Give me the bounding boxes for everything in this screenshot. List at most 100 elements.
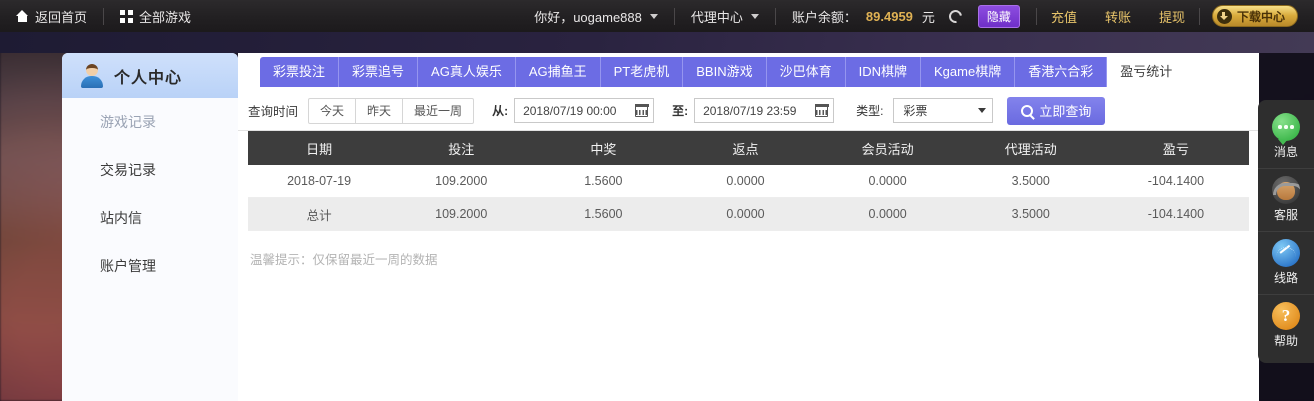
- cell-profit-loss: -104.1400: [1147, 207, 1205, 221]
- tab-bbin-games[interactable]: BBIN游戏: [683, 57, 767, 87]
- transfer-link[interactable]: 转账: [1104, 9, 1131, 25]
- date-to-value: 2018/07/19 23:59: [703, 103, 797, 118]
- divider: [1198, 7, 1200, 25]
- preset-yesterday[interactable]: 昨天: [356, 98, 404, 123]
- all-games-label: 全部游戏: [139, 9, 192, 25]
- gauge-line-icon: [1272, 239, 1300, 267]
- grid-icon: [120, 9, 134, 23]
- dock-item-label: 消息: [1273, 145, 1298, 159]
- user-greeting-label: 你好，uogame888: [534, 9, 642, 25]
- cell-member-activity: 0.0000: [868, 174, 907, 188]
- calendar-icon[interactable]: [814, 103, 829, 117]
- home-link[interactable]: 返回首页: [0, 0, 103, 32]
- sidebar-item-label: 交易记录: [100, 162, 156, 178]
- query-filter-bar: 查询时间 今天 昨天 最近一周 从: 2018/07/19 00:00 至: 2…: [238, 91, 1259, 131]
- table-row: 2018-07-19 109.2000 1.5600 0.0000 0.0000…: [248, 165, 1249, 198]
- right-floating-dock: 消息 客服 线路 ? 帮助: [1258, 100, 1314, 363]
- sidebar-item-label: 账户管理: [100, 258, 156, 274]
- tab-lottery-chase[interactable]: 彩票追号: [339, 57, 419, 87]
- balance-label: 账户余额：: [791, 9, 857, 25]
- preset-last-week[interactable]: 最近一周: [414, 103, 463, 118]
- dock-item-help[interactable]: ? 帮助: [1258, 295, 1314, 357]
- dock-item-messages[interactable]: 消息: [1258, 106, 1314, 169]
- tab-kgame-poker[interactable]: Kgame棋牌: [921, 57, 1016, 87]
- agent-center-label: 代理中心: [690, 9, 743, 25]
- cell-profit-loss: -104.1400: [1147, 174, 1205, 188]
- tab-saba-sports[interactable]: 沙巴体育: [766, 57, 846, 87]
- help-question-icon: ?: [1272, 302, 1300, 330]
- calendar-icon[interactable]: [634, 103, 649, 117]
- from-label: 从:: [492, 104, 509, 118]
- retention-tip-text: 温馨提示：仅保留最近一周的数据: [250, 253, 438, 267]
- balance-amount: 89.4959: [865, 8, 913, 24]
- cell-member-activity: 0.0000: [868, 207, 907, 221]
- sidebar-item-inbox[interactable]: 站内信: [62, 194, 238, 242]
- cell-win: 1.5600: [584, 174, 623, 188]
- all-games-link[interactable]: 全部游戏: [104, 0, 207, 32]
- dock-item-line[interactable]: 线路: [1258, 232, 1314, 295]
- search-icon: [1021, 104, 1034, 117]
- type-select[interactable]: 彩票: [893, 98, 994, 123]
- submit-query-button[interactable]: 立即查询: [1007, 96, 1106, 125]
- column-header-agent-activity: 代理活动: [1004, 141, 1057, 157]
- deposit-link[interactable]: 充值: [1050, 9, 1077, 25]
- download-arrow-icon: [1216, 8, 1232, 24]
- cell-rebate: 0.0000: [726, 174, 765, 188]
- date-from-input[interactable]: 2018/07/19 00:00: [514, 98, 655, 123]
- download-center-button[interactable]: 下载中心: [1211, 5, 1298, 27]
- divider: [673, 7, 675, 25]
- divider: [103, 7, 105, 25]
- dock-item-label: 客服: [1273, 208, 1298, 222]
- date-to-input[interactable]: 2018/07/19 23:59: [694, 98, 835, 123]
- type-label: 类型:: [856, 104, 884, 118]
- tab-profit-loss-statistics[interactable]: 盈亏统计: [1107, 57, 1186, 87]
- dock-item-label: 线路: [1273, 271, 1298, 285]
- chevron-down-icon: [649, 13, 658, 19]
- hide-balance-button[interactable]: 隐藏: [977, 4, 1020, 28]
- purple-accent-band: [0, 32, 1314, 53]
- refresh-icon[interactable]: [946, 6, 965, 26]
- cell-bet: 109.2000: [435, 207, 488, 221]
- cell-agent-activity: 3.5000: [1011, 174, 1050, 188]
- column-header-member-activity: 会员活动: [861, 141, 914, 157]
- tab-lottery-betting[interactable]: 彩票投注: [260, 57, 340, 87]
- withdraw-link[interactable]: 提现: [1158, 9, 1185, 25]
- date-from-value: 2018/07/19 00:00: [523, 103, 617, 118]
- tab-bar: 彩票投注 彩票追号 AG真人娱乐 AG捕鱼王 PT老虎机 BBIN游戏 沙巴体育…: [238, 53, 1259, 91]
- cell-bet: 109.2000: [435, 174, 488, 188]
- sidebar-item-game-records[interactable]: 游戏记录: [62, 98, 238, 146]
- tab-pt-slots[interactable]: PT老虎机: [600, 57, 684, 87]
- customer-service-icon: [1272, 176, 1300, 204]
- dock-item-customer-service[interactable]: 客服: [1258, 169, 1314, 232]
- column-header-bet: 投注: [448, 141, 475, 157]
- balance-unit: 元: [921, 9, 935, 25]
- to-label: 至:: [672, 104, 689, 118]
- top-navigation-bar: 返回首页 全部游戏 你好，uogame888 代理中心 账户余额： 89.495…: [0, 0, 1314, 32]
- divider: [774, 7, 776, 25]
- user-greeting-menu[interactable]: 你好，uogame888: [518, 0, 674, 32]
- sidebar-item-transaction-records[interactable]: 交易记录: [62, 146, 238, 194]
- tab-hk-mark-six[interactable]: 香港六合彩: [1015, 57, 1108, 87]
- table-row-total: 总计 109.2000 1.5600 0.0000 0.0000 3.5000 …: [248, 198, 1249, 231]
- sidebar-header: 个人中心: [62, 53, 238, 98]
- chevron-down-icon: [978, 108, 987, 113]
- query-time-label: 查询时间: [248, 105, 299, 119]
- tab-idn-poker[interactable]: IDN棋牌: [845, 57, 921, 87]
- cell-date: 总计: [306, 208, 332, 223]
- column-header-rebate: 返点: [732, 141, 759, 157]
- cell-agent-activity: 3.5000: [1011, 207, 1050, 221]
- divider: [1035, 7, 1037, 25]
- download-center-label: 下载中心: [1236, 9, 1285, 24]
- dock-item-label: 帮助: [1273, 334, 1298, 348]
- sidebar-item-label: 站内信: [100, 210, 142, 226]
- left-sidebar: 个人中心 游戏记录 交易记录 站内信 账户管理: [62, 53, 238, 401]
- column-header-date: 日期: [306, 141, 333, 157]
- tab-ag-live[interactable]: AG真人娱乐: [418, 57, 516, 87]
- cell-win: 1.5600: [584, 207, 623, 221]
- agent-center-menu[interactable]: 代理中心: [675, 0, 775, 32]
- tab-ag-fishing[interactable]: AG捕鱼王: [515, 57, 601, 87]
- preset-today[interactable]: 今天: [309, 98, 357, 123]
- account-balance: 账户余额： 89.4959 元 隐藏: [776, 0, 1036, 32]
- sidebar-item-account-management[interactable]: 账户管理: [62, 242, 238, 290]
- home-icon: [16, 10, 29, 22]
